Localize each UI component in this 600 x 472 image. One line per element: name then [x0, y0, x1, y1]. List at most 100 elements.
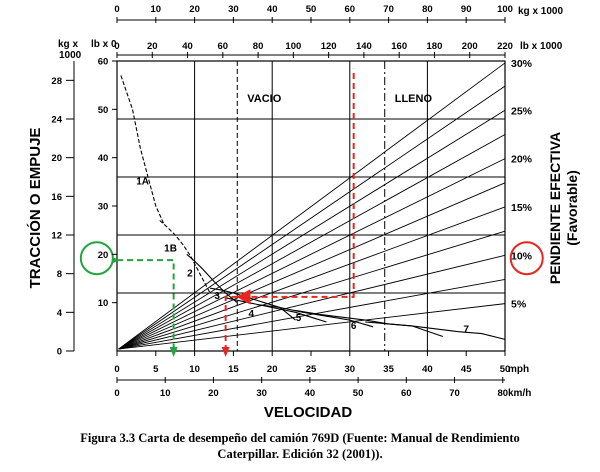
- kmh-tick-label: 60: [401, 388, 412, 399]
- red-arrow-down: [221, 347, 230, 357]
- top-lb-tick-label: 160: [391, 41, 407, 52]
- grade-line: [118, 109, 506, 350]
- mph-tick-label: 5: [153, 364, 159, 375]
- gear-curve: [365, 321, 506, 340]
- top-lb-tick-label: 180: [427, 41, 443, 52]
- top-kg-tick-label: 50: [306, 4, 317, 15]
- top-kg-tick-label: 20: [189, 4, 200, 15]
- gear-curve-label: 1A: [136, 177, 149, 188]
- red-circle: [509, 241, 544, 276]
- kg-tick-label: 16: [51, 192, 62, 203]
- top-lb-tick-label: 60: [218, 41, 229, 52]
- kmh-tick-label: 40: [305, 388, 316, 399]
- grade-line: [118, 303, 506, 350]
- gear-curve-label: 5: [296, 313, 302, 324]
- gear-curve: [225, 297, 327, 323]
- mph-tick-label: 35: [383, 364, 394, 375]
- grade-line: [118, 134, 506, 350]
- gear-curve-label: 3: [214, 291, 220, 302]
- kg-tick-label: 8: [57, 269, 62, 280]
- lb-tick-label: 10: [98, 298, 109, 309]
- top-kg-tick-label: 60: [345, 4, 356, 15]
- gear-curve-label: 1B: [164, 243, 177, 254]
- gear-curve-label: 4: [248, 309, 254, 320]
- grade-line: [118, 254, 506, 350]
- green-arrow-down: [169, 347, 178, 357]
- kg-tick-label: 4: [57, 308, 63, 319]
- lb-tick-label: 40: [98, 153, 109, 164]
- lb-tick-label: 60: [98, 57, 109, 68]
- mph-unit-label: mph: [508, 364, 529, 375]
- left-kg-unit-label: kg x: [58, 39, 78, 50]
- y-axis-title: TRACCIÓN O EMPUJE: [26, 128, 44, 289]
- mph-tick-label: 50: [500, 364, 511, 375]
- gear-curve-label: 2: [187, 269, 193, 280]
- red-arrow-left: [236, 289, 251, 305]
- mph-tick-label: 40: [422, 364, 433, 375]
- green-arrow-right: [113, 257, 119, 264]
- gear-curve: [295, 309, 444, 338]
- top-kg-tick-label: 10: [151, 4, 162, 15]
- grade-line: [118, 85, 506, 350]
- kmh-tick-label: 0: [114, 388, 119, 399]
- gear-curve: [186, 253, 238, 304]
- mph-tick-label: 15: [228, 364, 239, 375]
- top-lb-tick-label: 120: [321, 41, 337, 52]
- green-circle: [79, 241, 114, 276]
- grade-line: [118, 206, 506, 350]
- top-lb-tick-label: 220: [497, 41, 513, 52]
- top-lb-tick-label: 100: [285, 41, 301, 52]
- mph-tick-label: 20: [267, 364, 278, 375]
- mph-tick-label: 30: [345, 364, 356, 375]
- tick-labels: 0 10 20 30 40 50 60 70 80 90 1000 20 40 60 80 100 120 140…: [51, 4, 513, 399]
- top-lb-tick-label: 80: [253, 41, 264, 52]
- top-kg-tick-label: 100: [497, 4, 513, 15]
- top-kg-tick-label: 70: [383, 4, 394, 15]
- top-kg-tick-label: 80: [422, 4, 433, 15]
- weight-line-label: VACIO: [247, 93, 281, 105]
- red-path: [224, 68, 355, 351]
- grade-line: [118, 182, 506, 350]
- caption-line-1: Figura 3.3 Carta de desempeño del camión…: [80, 431, 520, 445]
- gear-curve: [159, 220, 211, 294]
- top-lb-unit-label: lb x 1000: [520, 41, 563, 52]
- mph-tick-label: 10: [189, 364, 200, 375]
- grade-line-label: 20%: [511, 154, 533, 166]
- grade-line-label: 15%: [511, 202, 533, 214]
- top-lb-tick-label: 200: [462, 41, 478, 52]
- kg-tick-label: 28: [51, 76, 62, 87]
- grade-line: [118, 230, 506, 350]
- kmh-tick-label: 10: [160, 388, 171, 399]
- kmh-tick-label: 80: [497, 388, 508, 399]
- kg-tick-label: 20: [51, 153, 62, 164]
- grade-line-label: 5%: [511, 299, 527, 311]
- kmh-tick-label: 70: [449, 388, 460, 399]
- weight-lines: VACIO LLENO: [236, 61, 432, 351]
- x-axis-title: VELOCIDAD: [264, 404, 353, 421]
- gear-curve-label: 6: [351, 321, 357, 332]
- top-kg-tick-label: 40: [267, 4, 278, 15]
- grade-lines: 30% 25% 20% 15% 10% 5%: [118, 58, 533, 350]
- right-axis-subtitle: (Favorable): [564, 170, 580, 245]
- mph-tick-label: 25: [306, 364, 317, 375]
- mph-tick-label: 0: [114, 364, 119, 375]
- kmh-unit-label: km/h: [508, 388, 531, 399]
- kg-tick-label: 12: [51, 231, 62, 242]
- top-lb-tick-label: 40: [182, 41, 193, 52]
- grade-line-label: 25%: [511, 105, 533, 117]
- gear-curve-label: 7: [463, 325, 469, 336]
- top-kg-unit-label: kg x 1000: [518, 6, 563, 17]
- kg-tick-label: 0: [57, 347, 62, 358]
- gear-curve: [120, 75, 165, 224]
- grade-line: [118, 158, 506, 350]
- top-lb-tick-label: 20: [147, 41, 158, 52]
- annotations: [79, 68, 544, 357]
- lb-tick-label: 20: [98, 250, 109, 261]
- lb-tick-label: 50: [98, 105, 109, 116]
- lb-tick-label: 30: [98, 202, 109, 213]
- left-lb-unit-label: lb x 0: [91, 39, 117, 50]
- figure-caption: Figura 3.3 Carta de desempeño del camión…: [0, 430, 600, 462]
- right-axis-title: PENDIENTE EFECTIVA: [547, 132, 563, 284]
- kmh-tick-label: 20: [208, 388, 219, 399]
